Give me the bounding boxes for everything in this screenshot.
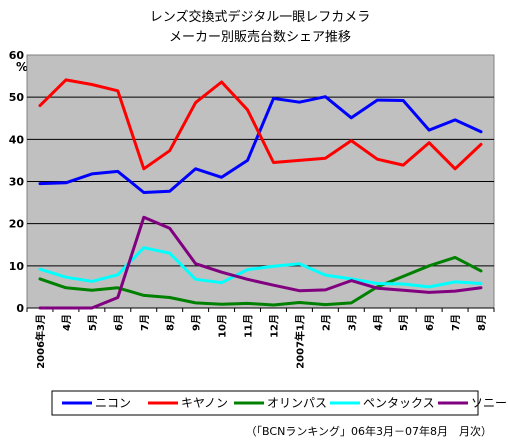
x-tick-label: 11月	[243, 314, 255, 338]
chart-title-line-1: レンズ交換式デジタル一眼レフカメラ	[150, 9, 370, 25]
y-tick-label: 20	[9, 218, 25, 231]
axes	[26, 307, 495, 312]
y-axis-unit: %	[16, 60, 28, 74]
x-tick-label: 4月	[372, 314, 384, 331]
x-tick-label: 6月	[424, 314, 436, 331]
series-line	[38, 95, 483, 194]
source-note: （「BCNランキング」06年3月－07年8月 月次）	[246, 424, 492, 438]
legend-label: ソニー	[471, 396, 507, 410]
x-tick-label: 9月	[191, 314, 203, 331]
legend-label: ペンタックス	[363, 396, 435, 410]
x-tick-label: 10月	[217, 314, 229, 338]
legend-label: ニコン	[95, 396, 131, 410]
tick-labels: 0 10 20 30 40 50 60 2006年3月 4月 5月 6月 7月 8月 9月 10月 11月 12…	[9, 49, 488, 369]
x-tick-label: 8月	[476, 314, 488, 331]
legend: ニコン キヤノン オリンパス ペンタックス ソニー	[62, 396, 507, 410]
x-tick-label: 7月	[450, 314, 462, 331]
x-tick-label: 3月	[346, 314, 358, 331]
y-tick-label: 50	[9, 91, 25, 104]
chart-title-line-2: メーカー別販売台数シェア推移	[169, 29, 351, 45]
y-tick-label: 60	[9, 49, 25, 62]
gridlines	[27, 96, 494, 267]
series-line	[38, 215, 483, 310]
x-tick-label: 8月	[165, 314, 177, 331]
x-tick-label: 6月	[113, 314, 125, 331]
legend-label: キヤノン	[181, 396, 228, 410]
x-tick-label: 2月	[320, 314, 332, 331]
y-tick-label: 0	[16, 302, 24, 315]
legend-box	[51, 390, 479, 416]
y-tick-label: 30	[9, 176, 25, 189]
series-line	[38, 78, 483, 171]
x-tick-label: 5月	[87, 314, 99, 331]
x-tick-label: 2007年1月	[293, 314, 306, 369]
x-tick-label: 5月	[398, 314, 410, 331]
series-line	[38, 255, 483, 307]
x-tick-label: 4月	[61, 314, 73, 331]
y-tick-label: 40	[9, 133, 25, 146]
x-tick-label: 12月	[268, 314, 280, 338]
series-line	[38, 246, 483, 289]
series-lines	[38, 78, 483, 310]
x-tick-label: 2006年3月	[34, 314, 47, 369]
x-tick-label: 7月	[139, 314, 151, 331]
y-tick-label: 10	[9, 260, 25, 273]
legend-label: オリンパス	[267, 396, 327, 410]
